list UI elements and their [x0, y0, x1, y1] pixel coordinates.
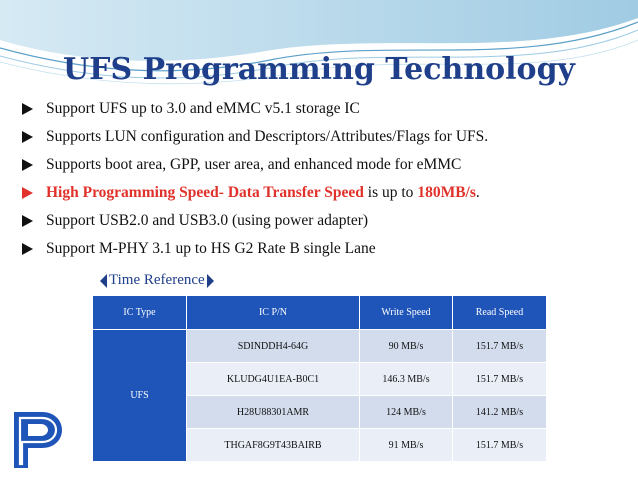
write-speed-cell: 124 MB/s [359, 395, 453, 429]
list-item: Supports boot area, GPP, user area, and … [22, 151, 622, 179]
list-item: Support USB2.0 and USB3.0 (using power a… [22, 207, 622, 235]
read-speed-cell: 151.7 MB/s [452, 428, 547, 462]
write-speed-cell: 90 MB/s [359, 329, 453, 363]
list-item-highlight: High Programming Speed- Data Transfer Sp… [22, 179, 622, 207]
feature-list: Support UFS up to 3.0 and eMMC v5.1 stor… [22, 95, 622, 263]
ic-pn-cell: KLUDG4U1EA-B0C1 [186, 362, 360, 396]
ic-pn-cell: SDINDDH4-64G [186, 329, 360, 363]
left-triangle-icon [100, 273, 107, 288]
arrow-bullet-icon [22, 159, 33, 171]
ic-type-cell: UFS [92, 329, 187, 462]
arrow-bullet-icon [22, 215, 33, 227]
speed-table: IC Type IC P/N Write Speed Read Speed UF… [92, 295, 547, 462]
column-header: Write Speed [359, 295, 453, 330]
column-header: IC Type [92, 295, 187, 330]
list-item: Supports LUN configuration and Descripto… [22, 123, 622, 151]
arrow-bullet-icon [22, 131, 33, 143]
list-item: Support M-PHY 3.1 up to HS G2 Rate B sin… [22, 235, 622, 263]
table-row: KLUDG4U1EA-B0C1 146.3 MB/s 151.7 MB/s [93, 362, 547, 396]
read-speed-cell: 141.2 MB/s [452, 395, 547, 429]
arrow-bullet-icon [22, 243, 33, 255]
ic-pn-cell: THGAF8G9T43BAIRB [186, 428, 360, 462]
header-wave-decoration [0, 0, 638, 85]
read-speed-cell: 151.7 MB/s [452, 362, 547, 396]
table-header-row: IC Type IC P/N Write Speed Read Speed [92, 295, 547, 330]
arrow-bullet-icon [22, 103, 33, 115]
write-speed-cell: 91 MB/s [359, 428, 453, 462]
column-header: Read Speed [452, 295, 547, 330]
time-reference-label: Time Reference [100, 272, 214, 289]
write-speed-cell: 146.3 MB/s [359, 362, 453, 396]
list-item: Support UFS up to 3.0 and eMMC v5.1 stor… [22, 95, 622, 123]
table-row: THGAF8G9T43BAIRB 91 MB/s 151.7 MB/s [93, 428, 547, 462]
arrow-bullet-icon [22, 187, 33, 199]
pp-logo-icon [14, 412, 62, 468]
column-header: IC P/N [186, 295, 360, 330]
right-triangle-icon [206, 273, 214, 288]
ic-pn-cell: H28U88301AMR [186, 395, 360, 429]
speed-value: 180MB/s [417, 184, 476, 201]
table-row: UFS SDINDDH4-64G 90 MB/s 151.7 MB/s [92, 329, 547, 462]
read-speed-cell: 151.7 MB/s [452, 329, 547, 363]
slide-title: UFS Programming Technology [63, 52, 575, 87]
